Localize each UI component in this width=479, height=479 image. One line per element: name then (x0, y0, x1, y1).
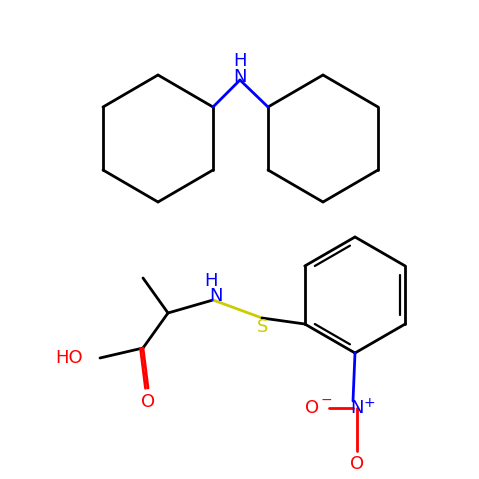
Text: N: N (233, 68, 247, 86)
Text: −: − (320, 393, 332, 407)
Text: +: + (363, 396, 375, 410)
Text: O: O (350, 455, 364, 473)
Text: O: O (305, 399, 319, 417)
Text: H: H (233, 52, 247, 70)
Text: N: N (209, 287, 223, 305)
Text: S: S (257, 318, 269, 336)
Text: N: N (350, 399, 364, 417)
Text: HO: HO (56, 349, 83, 367)
Text: O: O (141, 393, 155, 411)
Text: H: H (204, 272, 218, 290)
